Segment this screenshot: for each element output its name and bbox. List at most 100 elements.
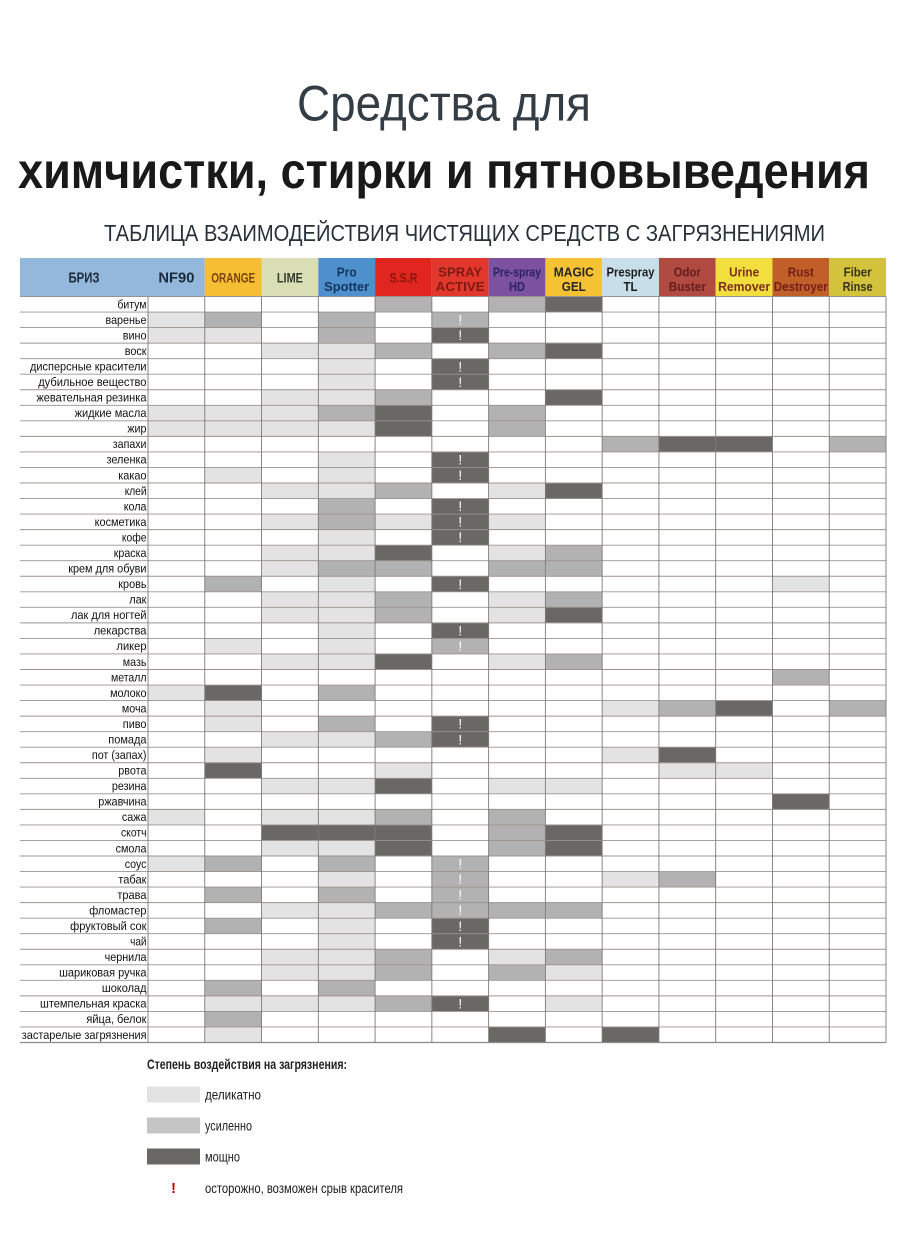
svg-text:шоколад: шоколад [102,981,147,995]
svg-text:шариковая ручка: шариковая ручка [59,966,147,980]
svg-text:ТАБЛИЦА ВЗАИМОДЕЙСТВИЯ ЧИСТЯЩИ: ТАБЛИЦА ВЗАИМОДЕЙСТВИЯ ЧИСТЯЩИХ СРЕДСТВ … [104,219,825,246]
svg-text:Pre-spray: Pre-spray [493,266,541,280]
svg-text:лак: лак [129,593,147,607]
svg-text:дубильное вещество: дубильное вещество [38,375,146,389]
svg-text:пиво: пиво [123,717,147,731]
svg-text:!: ! [458,328,462,343]
svg-text:!: ! [458,857,462,872]
svg-text:HD: HD [509,280,525,294]
svg-text:клей: клей [125,484,147,498]
svg-text:чернила: чернила [105,950,147,964]
svg-text:LIME: LIME [277,271,303,286]
svg-text:!: ! [458,623,462,638]
svg-text:жир: жир [127,422,146,436]
svg-text:жидкие масла: жидкие масла [75,406,147,420]
svg-text:кофе: кофе [122,530,147,544]
svg-text:Rust: Rust [788,266,815,280]
svg-text:крем для обуви: крем для обуви [68,562,146,576]
svg-text:сажа: сажа [122,810,147,824]
svg-text:NF90: NF90 [158,270,194,287]
svg-text:Rinse: Rinse [843,280,873,294]
svg-text:химчистки, стирки и пятновывед: химчистки, стирки и пятновыведения [18,143,870,199]
svg-text:Destroyer: Destroyer [774,280,828,294]
svg-text:TL: TL [624,280,638,294]
svg-text:ORANGE: ORANGE [211,271,255,286]
svg-text:SPRAY: SPRAY [438,266,483,280]
svg-text:зеленка: зеленка [107,453,147,467]
svg-text:ACTIVE: ACTIVE [436,280,485,294]
svg-text:!: ! [458,639,462,654]
svg-text:резина: резина [112,779,147,793]
svg-text:Buster: Buster [669,280,706,294]
svg-text:!: ! [458,453,462,468]
svg-text:!: ! [458,872,462,887]
svg-text:!: ! [458,468,462,483]
svg-text:молоко: молоко [110,686,147,700]
svg-text:фруктовый сок: фруктовый сок [70,919,147,933]
svg-text:яйца, белок: яйца, белок [86,1012,147,1026]
svg-text:!: ! [458,919,462,934]
svg-text:пот (запах): пот (запах) [92,748,147,762]
svg-text:моча: моча [122,701,147,715]
svg-text:!: ! [458,375,462,390]
svg-text:GEL: GEL [562,280,586,294]
svg-text:!: ! [458,934,462,949]
svg-text:вино: вино [123,328,147,342]
svg-text:помада: помада [108,732,146,746]
svg-text:кола: кола [124,499,147,513]
svg-text:!: ! [458,996,462,1011]
svg-text:MAGIC: MAGIC [554,266,594,280]
svg-text:Fiber: Fiber [844,266,872,280]
svg-text:!: ! [458,499,462,514]
svg-text:краска: краска [114,546,147,560]
svg-text:варенье: варенье [106,313,147,327]
svg-text:металл: металл [111,670,147,684]
svg-text:какао: какао [118,468,146,482]
svg-text:соус: соус [125,857,147,871]
svg-text:трава: трава [117,888,146,902]
svg-text:мазь: мазь [123,655,147,669]
svg-text:S.S.R: S.S.R [390,271,418,286]
svg-text:воск: воск [125,344,147,358]
svg-text:ликер: ликер [117,639,147,653]
svg-text:битум: битум [117,297,146,311]
svg-text:штемпельная краска: штемпельная краска [40,997,147,1011]
svg-text:!: ! [458,732,462,747]
svg-text:!: ! [458,577,462,592]
svg-text:рвота: рвота [118,764,146,778]
svg-text:фломастер: фломастер [89,903,146,917]
svg-text:осторожно, возможен срыв краси: осторожно, возможен срыв красителя [205,1181,403,1196]
svg-text:!: ! [458,888,462,903]
svg-text:чай: чай [130,935,146,949]
svg-text:лак для ногтей: лак для ногтей [71,608,147,622]
svg-text:!: ! [458,903,462,918]
svg-text:лекарства: лекарства [94,624,147,638]
svg-text:скотч: скотч [121,826,147,840]
svg-text:кровь: кровь [118,577,146,591]
svg-text:Urine: Urine [729,266,759,280]
svg-text:табак: табак [118,872,147,886]
svg-text:усиленно: усиленно [205,1119,252,1134]
svg-text:БРИЗ: БРИЗ [69,270,100,287]
svg-text:смола: смола [116,841,147,855]
svg-text:Степень воздействия на загрязн: Степень воздействия на загрязнения: [147,1056,347,1072]
svg-text:Prespray: Prespray [607,266,655,280]
svg-text:!: ! [458,515,462,530]
svg-text:застарелые загрязнения: застарелые загрязнения [22,1028,147,1042]
svg-text:!: ! [458,359,462,374]
svg-text:Remover: Remover [718,280,770,294]
svg-text:мощно: мощно [205,1150,240,1165]
svg-text:Spotter: Spotter [324,280,369,294]
svg-text:ржавчина: ржавчина [98,795,146,809]
svg-text:!: ! [171,1180,176,1197]
svg-text:Odor: Odor [674,266,701,280]
svg-text:косметика: косметика [95,515,147,529]
svg-text:запахи: запахи [113,437,147,451]
svg-text:Pro: Pro [337,266,357,280]
svg-text:дисперсные красители: дисперсные красители [30,359,147,373]
svg-text:!: ! [458,717,462,732]
svg-text:Средства для: Средства для [297,76,591,132]
svg-text:деликатно: деликатно [205,1088,261,1103]
svg-text:!: ! [458,530,462,545]
svg-text:!: ! [458,313,462,328]
